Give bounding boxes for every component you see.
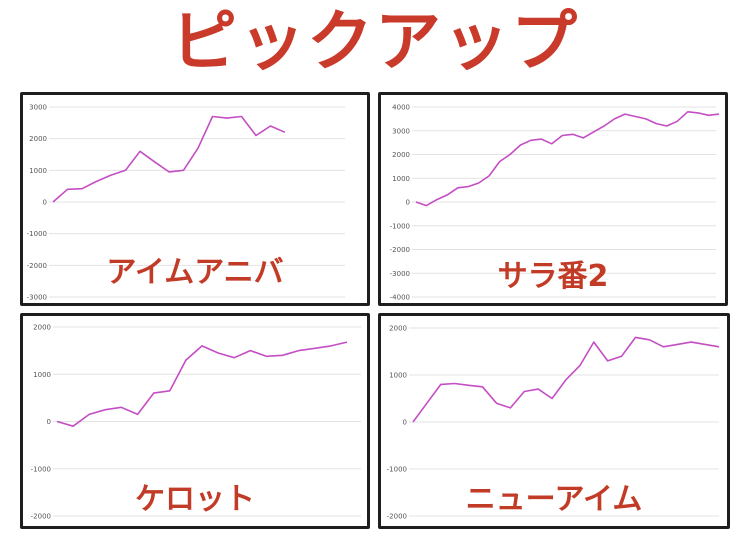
y-tick-label: -2000 — [31, 513, 51, 521]
chart-panel-kerotto: 2000 1000 0 -1000 -2000 ケロット — [20, 313, 370, 529]
y-tick-label: -1000 — [387, 466, 407, 474]
y-tick-label: -2000 — [27, 262, 47, 270]
y-tick-label: 1000 — [33, 371, 51, 379]
chart-panel-new-aim: 2000 1000 0 -1000 -2000 ニューアイム — [378, 313, 730, 529]
y-tick-label: -2000 — [387, 513, 407, 521]
line-chart: 3000 2000 1000 0 -1000 -2000 -3000 — [27, 104, 345, 302]
y-tick-label: 2000 — [29, 135, 47, 143]
y-tick-label: -1000 — [390, 222, 410, 230]
line-chart: 4000 3000 2000 1000 0 -1000 -2000 -3000 -4000 — [390, 104, 720, 302]
chart-panel-aim-aniba: 3000 2000 1000 0 -1000 -2000 -3000 アイムアニバ — [20, 92, 370, 306]
y-tick-label: 3000 — [392, 127, 410, 135]
chart-label: サラ番2 — [497, 259, 609, 294]
y-tick-label: 0 — [403, 419, 407, 427]
y-tick-label: -3000 — [27, 294, 47, 302]
series-line — [52, 115, 286, 203]
y-tick-label: -1000 — [27, 230, 47, 238]
y-tick-label: 3000 — [29, 104, 47, 112]
chart-label: ケロット — [135, 482, 255, 517]
series-line — [56, 341, 348, 427]
y-tick-label: 4000 — [392, 104, 410, 112]
chart-label: アイムアニバ — [106, 255, 284, 290]
chart-label: ニューアイム — [465, 482, 643, 517]
y-tick-label: -3000 — [390, 270, 410, 278]
y-tick-label: -2000 — [390, 246, 410, 254]
line-chart: 2000 1000 0 -1000 -2000 — [31, 324, 361, 521]
line-chart: 2000 1000 0 -1000 -2000 — [387, 325, 720, 521]
y-tick-label: 2000 — [389, 325, 407, 333]
y-tick-label: 0 — [47, 418, 51, 426]
page-title: ピックアップ — [171, 3, 579, 80]
y-tick-label: 0 — [43, 199, 47, 207]
chart-panel-sara-ban-2: 4000 3000 2000 1000 0 -1000 -2000 -3000 -4000 サラ… — [378, 92, 728, 306]
y-tick-label: 1000 — [389, 372, 407, 380]
y-tick-label: 2000 — [392, 151, 410, 159]
series-line — [415, 110, 720, 207]
y-tick-label: -1000 — [31, 465, 51, 473]
y-tick-label: 1000 — [29, 167, 47, 175]
y-tick-label: -4000 — [390, 294, 410, 302]
y-tick-label: 0 — [406, 199, 410, 207]
y-tick-label: 1000 — [392, 175, 410, 183]
series-line — [412, 336, 720, 423]
y-tick-label: 2000 — [33, 324, 51, 332]
